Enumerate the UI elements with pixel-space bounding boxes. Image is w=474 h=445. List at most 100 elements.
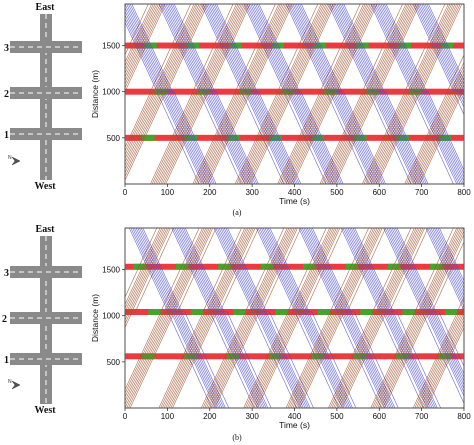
trajectory-eastbound-4-1: [245, 228, 330, 408]
trajectory-eastbound-0-0: [125, 4, 149, 56]
chart-a-y-ticks: 500 1000 1500: [102, 42, 125, 143]
signal-green-window-1-3: [275, 309, 289, 315]
trajectory-eastbound-0-5: [125, 4, 161, 82]
trajectory-eastbound-8-1: [414, 303, 464, 408]
signal-green-window-2-1: [186, 42, 200, 49]
x-tick-label-2: 200: [203, 412, 217, 421]
trajectory-eastbound-4-7: [255, 228, 341, 408]
signal-green-window-0-2: [226, 134, 240, 141]
trajectory-westbound-2-6: [211, 4, 295, 184]
trajectory-eastbound-6-6: [329, 4, 413, 184]
trajectory-westbound-4-7: [297, 4, 383, 184]
signal-green-window-0-2: [226, 353, 240, 360]
trajectory-eastbound-4-6: [253, 228, 337, 408]
trajectory-westbound-6-9: [385, 4, 464, 175]
trajectory-eastbound-0-8: [125, 4, 166, 92]
svg-text:N: N: [8, 379, 12, 385]
signal-green-window-1-6: [402, 309, 416, 315]
trajectory-eastbound-7-4: [368, 4, 454, 184]
trajectory-eastbound-2-0: [150, 4, 234, 184]
trajectory-westbound-0-9: [131, 4, 215, 184]
trajectory-eastbound-4-4: [241, 4, 327, 184]
y-tick-label-2: 1500: [102, 42, 120, 51]
trajectory-westbound-4-7: [310, 228, 396, 408]
trajectory-westbound-7-8: [426, 4, 464, 86]
x-tick-label-3: 300: [245, 412, 259, 421]
trajectory-eastbound-0-1: [125, 228, 161, 306]
signal-green-window-2-0: [144, 42, 157, 49]
trajectory-eastbound-0-6: [125, 228, 168, 321]
signal-bar-red-0: [125, 353, 464, 360]
trajectory-westbound-7-8: [439, 228, 464, 282]
trajectory-eastbound-7-1: [363, 4, 449, 184]
signal-green-window-2-7: [440, 42, 454, 49]
signal-green-window-0-1: [184, 134, 198, 141]
trajectory-eastbound-1-7: [128, 228, 213, 408]
x-tick-label-8: 800: [457, 412, 471, 421]
trajectory-eastbound-1-3: [125, 228, 205, 402]
trajectory-eastbound-6-3: [333, 228, 417, 408]
trajectory-eastbound-7-4: [377, 228, 463, 408]
trajectory-eastbound-6-9: [334, 4, 419, 184]
map-a-intersection-1: 1: [4, 128, 82, 141]
trajectory-eastbound-2-7: [162, 4, 247, 184]
trajectory-eastbound-7-8: [384, 241, 464, 408]
trajectory-eastbound-5-3: [290, 228, 375, 408]
trajectory-eastbound-5-4: [284, 4, 369, 184]
x-tick-label-6: 600: [373, 188, 387, 197]
signal-green-window-0-3: [269, 353, 282, 360]
map-a-intersection-2: 2: [4, 87, 82, 100]
signal-green-window-2-6: [398, 42, 412, 49]
trajectory-eastbound-4-6: [245, 4, 329, 184]
chart-b-y-ticks: 500 1000 1500: [102, 266, 125, 367]
map-a-south-label: West: [34, 181, 56, 192]
trajectory-eastbound-2-7: [170, 228, 256, 408]
trajectory-eastbound-7-6: [372, 4, 456, 184]
trajectory-westbound-4-4: [305, 228, 391, 408]
trajectory-eastbound-7-3: [367, 4, 451, 184]
signal-green-window-1-2: [233, 309, 246, 315]
trajectory-westbound-2-9: [216, 4, 300, 184]
trajectory-eastbound-6-0: [328, 228, 412, 408]
trajectory-westbound-5-6: [338, 4, 422, 184]
trajectory-westbound-5-7: [339, 4, 425, 184]
signal-green-window-1-5: [360, 309, 373, 315]
trajectory-eastbound-2-4: [165, 228, 251, 408]
signal-green-window-0-0: [141, 134, 155, 141]
trajectory-eastbound-3-4: [207, 228, 293, 408]
trajectory-eastbound-8-5: [421, 315, 464, 408]
chart-a-x-axis-label: Time (s): [279, 196, 310, 206]
panel-b-label: (b): [232, 433, 242, 442]
x-tick-label-3: 300: [245, 188, 259, 197]
trajectory-westbound-1-6: [168, 4, 252, 184]
trajectory-eastbound-7-9: [377, 4, 461, 184]
trajectory-westbound-6-6: [380, 4, 464, 184]
trajectory-eastbound-7-0: [362, 4, 446, 184]
trajectory-westbound-7-6: [423, 4, 464, 94]
trajectory-eastbound-8-8: [426, 326, 464, 408]
trajectory-eastbound-8-0: [412, 296, 464, 408]
trajectory-eastbound-0-4: [125, 4, 158, 74]
trajectory-eastbound-1-8: [129, 228, 217, 408]
trajectory-eastbound-3-4: [199, 4, 285, 184]
trajectory-eastbound-6-4: [326, 4, 412, 184]
map-a-north-label: East: [36, 2, 56, 13]
trajectory-eastbound-6-3: [324, 4, 408, 184]
trajectory-eastbound-0-9: [125, 4, 164, 89]
x-tick-label-0: 0: [123, 188, 128, 197]
trajectory-eastbound-1-3: [125, 4, 197, 160]
trajectory-westbound-7-0: [425, 228, 464, 312]
x-tick-label-6: 600: [373, 412, 387, 421]
trajectory-eastbound-2-9: [165, 4, 249, 184]
trajectory-eastbound-8-1: [406, 61, 464, 184]
trajectory-westbound-1-7: [170, 4, 256, 184]
signal-green-window-2-1: [175, 263, 189, 270]
trajectory-westbound-7-7: [437, 228, 464, 286]
trajectory-eastbound-5-0: [277, 4, 361, 184]
map-b-intersection-2: 2: [2, 312, 82, 325]
trajectory-eastbound-0-2: [125, 4, 156, 71]
svg-text:N: N: [8, 155, 12, 161]
map-b-intersection-3: 3: [4, 266, 82, 279]
signal-green-window-1-1: [190, 309, 204, 315]
